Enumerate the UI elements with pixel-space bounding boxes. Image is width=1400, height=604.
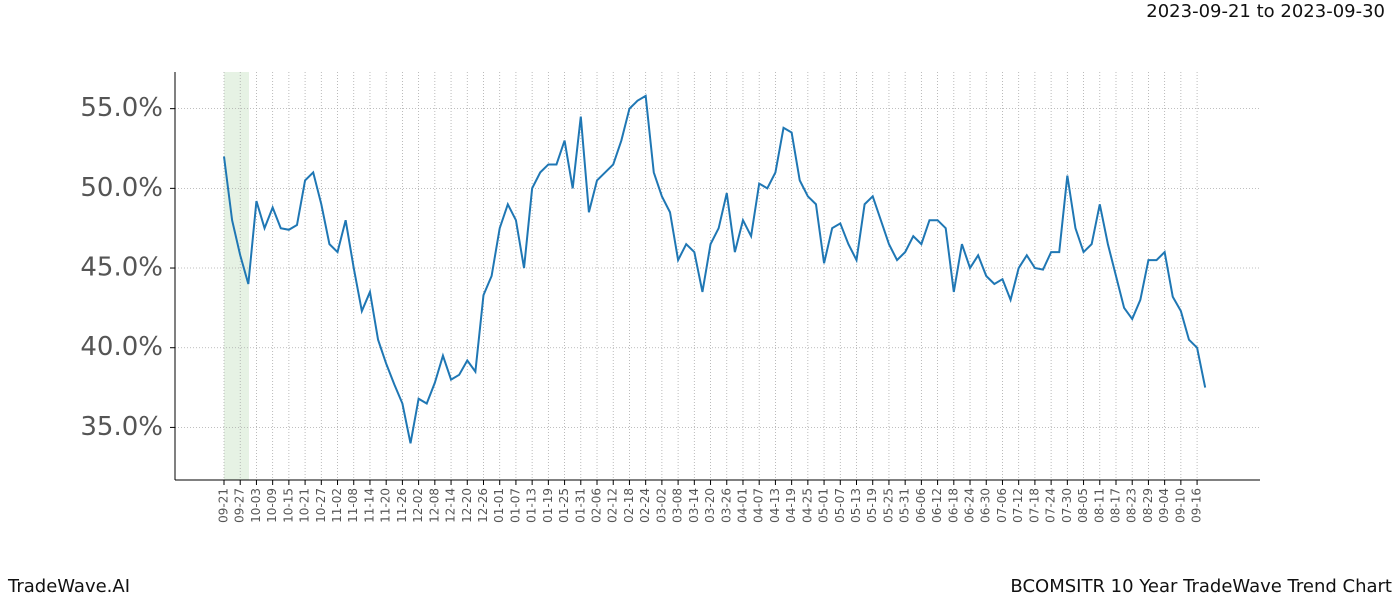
x-tick-label: 03-08: [671, 488, 685, 523]
x-tick-label: 11-14: [362, 488, 376, 523]
x-tick-label: 09-27: [233, 488, 247, 523]
brand: TradeWave.AI: [7, 576, 130, 597]
x-tick-label: 05-01: [817, 488, 831, 523]
x-tick-label: 08-11: [1092, 488, 1106, 523]
x-tick-label: 09-21: [217, 488, 231, 523]
x-tick-label: 07-18: [1027, 488, 1041, 523]
y-tick-label: 55.0%: [80, 93, 163, 123]
x-tick-label: 09-04: [1157, 488, 1171, 523]
x-tick-label: 05-25: [881, 488, 895, 523]
x-tick-label: 08-17: [1108, 488, 1122, 523]
x-tick-label: 02-12: [606, 488, 620, 523]
x-tick-label: 06-12: [930, 488, 944, 523]
x-tick-label: 06-24: [963, 488, 977, 523]
x-tick-label: 02-24: [638, 488, 652, 523]
x-tick-label: 04-13: [768, 488, 782, 523]
x-tick-label: 08-29: [1141, 488, 1155, 523]
y-tick-label: 35.0%: [80, 412, 163, 442]
x-tick-label: 08-05: [1076, 488, 1090, 523]
x-tick-label: 03-20: [703, 488, 717, 523]
x-tick-label: 03-26: [719, 488, 733, 523]
x-tick-label: 06-18: [946, 488, 960, 523]
x-tick-label: 05-13: [849, 488, 863, 523]
x-tick-label: 09-16: [1190, 488, 1204, 523]
x-tick-label: 09-10: [1173, 488, 1187, 523]
x-tick-label: 06-06: [914, 488, 928, 523]
x-tick-label: 01-25: [557, 488, 571, 523]
x-tick-label: 06-30: [979, 488, 993, 523]
x-tick-label: 04-01: [735, 488, 749, 523]
x-tick-label: 07-24: [1044, 488, 1058, 523]
x-tick-label: 12-20: [460, 488, 474, 523]
x-tick-label: 02-18: [622, 488, 636, 523]
x-tick-label: 01-31: [573, 488, 587, 523]
x-tick-label: 07-06: [995, 488, 1009, 523]
x-tick-label: 12-08: [427, 488, 441, 523]
y-tick-label: 40.0%: [80, 332, 163, 362]
x-tick-label: 11-20: [379, 488, 393, 523]
x-tick-label: 12-26: [476, 488, 490, 523]
x-tick-label: 01-19: [541, 488, 555, 523]
x-tick-label: 07-12: [1011, 488, 1025, 523]
x-tick-label: 12-14: [444, 488, 458, 523]
y-tick-label: 45.0%: [80, 253, 163, 283]
y-tick-label: 50.0%: [80, 173, 163, 203]
x-tick-label: 12-02: [411, 488, 425, 523]
date-range: 2023-09-21 to 2023-09-30: [1146, 1, 1385, 22]
x-tick-label: 10-03: [249, 488, 263, 523]
x-tick-label: 10-09: [265, 488, 279, 523]
x-tick-label: 04-07: [752, 488, 766, 523]
x-tick-label: 10-15: [281, 488, 295, 523]
x-tick-label: 05-07: [833, 488, 847, 523]
x-tick-label: 01-13: [525, 488, 539, 523]
x-tick-label: 10-21: [298, 488, 312, 523]
x-tick-label: 05-19: [865, 488, 879, 523]
x-tick-label: 08-23: [1125, 488, 1139, 523]
x-tick-label: 02-06: [590, 488, 604, 523]
x-tick-label: 11-08: [346, 488, 360, 523]
x-tick-label: 07-30: [1060, 488, 1074, 523]
data-line: [223, 94, 1207, 444]
highlight-span: [224, 72, 249, 480]
x-tick-label: 11-02: [330, 488, 344, 523]
x-tick-label: 04-25: [800, 488, 814, 523]
x-tick-label: 10-27: [314, 488, 328, 523]
x-tick-label: 03-02: [654, 488, 668, 523]
x-tick-label: 03-14: [687, 488, 701, 523]
chart-name: BCOMSITR 10 Year TradeWave Trend Chart: [1010, 576, 1392, 597]
x-tick-label: 01-01: [492, 488, 506, 523]
x-tick-label: 04-19: [784, 488, 798, 523]
x-tick-label: 01-07: [508, 488, 522, 523]
x-tick-label: 05-31: [898, 488, 912, 523]
x-tick-label: 11-26: [395, 488, 409, 523]
